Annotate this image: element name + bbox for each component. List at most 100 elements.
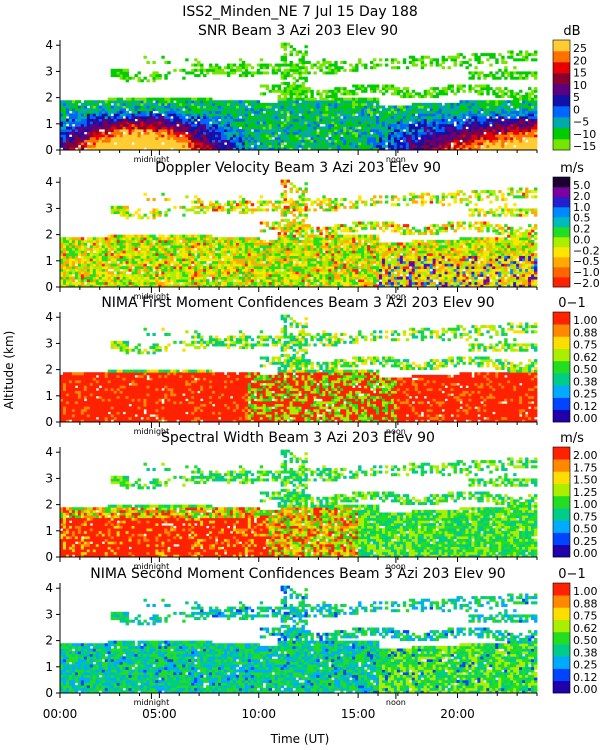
heatmap-cell xyxy=(349,97,353,101)
heatmap-cell xyxy=(212,121,216,125)
heatmap-cell xyxy=(283,81,287,85)
heatmap-cell xyxy=(477,74,481,78)
heatmap-cell xyxy=(477,136,481,140)
heatmap-cell xyxy=(86,147,91,151)
heatmap-cell xyxy=(197,205,201,209)
heatmap-cell xyxy=(173,250,177,254)
heatmap-cell xyxy=(414,63,419,67)
heatmap-cell xyxy=(229,144,234,148)
heatmap-cell xyxy=(459,102,463,106)
heatmap-cell xyxy=(381,123,386,127)
heatmap-cell xyxy=(498,108,502,112)
heatmap-cell xyxy=(95,250,100,254)
heatmap-cell xyxy=(358,139,362,143)
heatmap-cell xyxy=(519,144,523,148)
heatmap-cell xyxy=(140,115,144,119)
heatmap-cell xyxy=(253,115,258,119)
heatmap-cell xyxy=(307,113,311,117)
heatmap-cell xyxy=(68,258,73,262)
heatmap-cell xyxy=(384,134,389,138)
heatmap-cell xyxy=(462,123,466,127)
heatmap-cell xyxy=(185,102,189,106)
heatmap-cell xyxy=(113,252,118,256)
heatmap-cell xyxy=(525,58,529,62)
heatmap-cell xyxy=(80,121,85,125)
heatmap-cell xyxy=(60,250,64,254)
heatmap-cell xyxy=(483,113,487,117)
heatmap-cell xyxy=(170,247,174,251)
heatmap-cell xyxy=(89,268,94,272)
heatmap-cell xyxy=(498,144,502,148)
heatmap-cell xyxy=(286,131,290,135)
heatmap-cell xyxy=(74,247,79,251)
heatmap-cell xyxy=(280,134,284,138)
heatmap-cell xyxy=(152,118,156,122)
heatmap-cell xyxy=(337,108,341,112)
heatmap-cell xyxy=(525,95,529,99)
heatmap-cell xyxy=(238,68,243,72)
heatmap-cell xyxy=(155,134,159,138)
heatmap-cell xyxy=(244,271,249,275)
heatmap-cell xyxy=(125,97,129,101)
heatmap-cell xyxy=(146,123,150,127)
heatmap-cell xyxy=(164,131,168,135)
heatmap-cell xyxy=(513,118,517,122)
heatmap-cell xyxy=(528,131,532,135)
heatmap-cell xyxy=(92,247,97,251)
heatmap-cell xyxy=(143,245,147,249)
heatmap-cell xyxy=(167,131,171,135)
heatmap-cell xyxy=(498,121,502,125)
heatmap-cell xyxy=(229,276,234,280)
heatmap-cell xyxy=(212,139,216,143)
heatmap-cell xyxy=(316,136,320,140)
heatmap-cell xyxy=(238,66,243,70)
heatmap-cell xyxy=(364,144,368,148)
heatmap-cell xyxy=(215,147,219,151)
heatmap-cell xyxy=(307,97,311,101)
heatmap-cell xyxy=(131,144,135,148)
heatmap-cell xyxy=(173,255,177,259)
heatmap-cell xyxy=(414,102,419,106)
heatmap-cell xyxy=(134,284,138,288)
heatmap-cell xyxy=(453,110,457,114)
heatmap-cell xyxy=(310,108,314,112)
heatmap-cell xyxy=(492,100,496,104)
heatmap-cell xyxy=(65,126,70,130)
heatmap-cell xyxy=(274,115,279,119)
heatmap-cell xyxy=(289,95,293,99)
heatmap-cell xyxy=(235,121,240,125)
heatmap-cell xyxy=(271,89,276,93)
heatmap-cell xyxy=(373,84,377,88)
heatmap-cell xyxy=(241,110,246,114)
heatmap-cell xyxy=(393,123,398,127)
heatmap-cell xyxy=(355,147,359,151)
heatmap-cell xyxy=(122,268,126,272)
heatmap-cell xyxy=(152,126,156,130)
heatmap-cell xyxy=(328,110,332,114)
heatmap-cell xyxy=(241,197,246,201)
heatmap-cell xyxy=(173,245,177,249)
heatmap-cell xyxy=(432,102,437,106)
heatmap-cell xyxy=(203,68,207,72)
colorbar-frame xyxy=(552,39,571,151)
heatmap-cell xyxy=(104,113,109,117)
heatmap-cell xyxy=(128,144,132,148)
heatmap-cell xyxy=(92,115,97,119)
heatmap-cell xyxy=(226,66,231,70)
heatmap-cell xyxy=(71,242,76,246)
heatmap-cell xyxy=(232,68,237,72)
heatmap-cell xyxy=(173,129,177,133)
heatmap-cell xyxy=(176,266,180,270)
heatmap-cell xyxy=(310,110,314,114)
heatmap-cell xyxy=(220,245,225,249)
heatmap-cell xyxy=(358,142,362,146)
heatmap-cell xyxy=(352,134,356,138)
heatmap-cell xyxy=(161,281,165,285)
heatmap-cell xyxy=(361,144,365,148)
heatmap-cell xyxy=(525,129,529,133)
heatmap-cell xyxy=(420,95,425,99)
heatmap-cell xyxy=(128,245,132,249)
heatmap-cell xyxy=(280,74,284,78)
heatmap-cell xyxy=(65,258,70,262)
heatmap-cell xyxy=(197,245,201,249)
